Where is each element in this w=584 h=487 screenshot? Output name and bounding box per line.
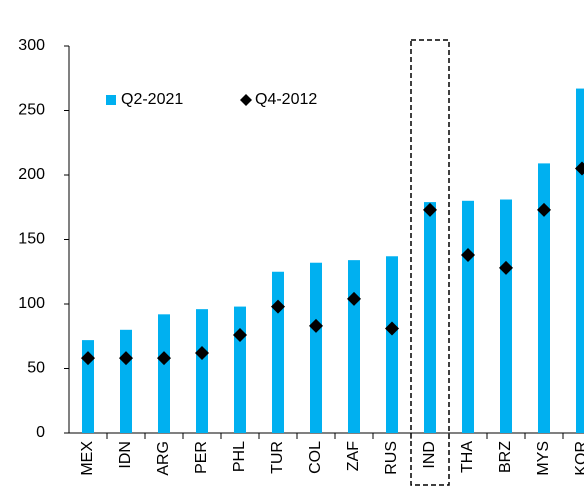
highlight-box	[410, 39, 450, 486]
x-tick-label: ZAF	[345, 441, 362, 471]
bar	[158, 314, 170, 433]
x-tick-label: PHL	[231, 441, 248, 472]
marker	[309, 318, 323, 333]
y-tick-label: 200	[18, 166, 45, 183]
x-tick-label: KOR	[573, 441, 584, 476]
x-tick-label: IDN	[117, 441, 134, 469]
marker	[461, 247, 475, 262]
marker	[119, 351, 133, 366]
y-tick-label: 250	[18, 102, 45, 119]
legend-swatch	[106, 95, 116, 105]
x-tick-label: PER	[193, 441, 210, 474]
x-tick-label: TUR	[269, 441, 286, 474]
bar	[310, 262, 322, 433]
bar	[500, 199, 512, 433]
y-tick-label: 100	[18, 295, 45, 312]
marker	[195, 346, 209, 361]
marker	[423, 202, 437, 217]
marker	[499, 260, 513, 275]
bar	[348, 260, 360, 433]
bar	[196, 309, 208, 433]
legend-label: Q4-2012	[255, 91, 317, 108]
x-tick-label: MEX	[79, 441, 96, 476]
x-tick-label: THA	[459, 441, 476, 473]
x-tick-label: COL	[307, 441, 324, 474]
marker	[233, 327, 247, 342]
marker	[271, 299, 285, 314]
marker	[575, 161, 584, 176]
marker	[385, 321, 399, 336]
bar	[234, 306, 246, 433]
legend-swatch	[240, 94, 252, 106]
bar	[576, 88, 584, 433]
bar	[386, 256, 398, 433]
marker	[157, 351, 171, 366]
legend-label: Q2-2021	[121, 91, 183, 108]
x-tick-label: MYS	[535, 441, 552, 476]
bar	[272, 271, 284, 433]
y-tick-label: 300	[18, 37, 45, 54]
bar	[538, 163, 550, 433]
bar	[462, 200, 474, 433]
bar	[120, 329, 132, 433]
x-tick-label: BRZ	[497, 441, 514, 473]
marker	[81, 351, 95, 366]
x-tick-label: IND	[421, 441, 438, 469]
bar	[424, 202, 436, 433]
bar	[82, 340, 94, 433]
y-tick-label: 150	[18, 231, 45, 248]
marker	[537, 202, 551, 217]
y-tick-label: 50	[27, 360, 45, 377]
x-tick-label: RUS	[383, 441, 400, 475]
y-tick-label: 0	[36, 424, 45, 441]
marker	[347, 291, 361, 306]
x-tick-label: ARG	[155, 441, 172, 476]
